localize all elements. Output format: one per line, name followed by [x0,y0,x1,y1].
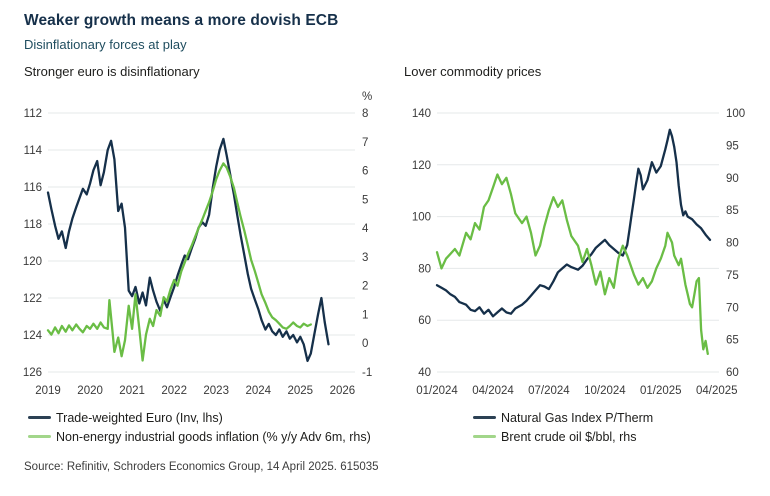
euro-chart-title: Stronger euro is disinflationary [24,64,200,79]
figure-subtitle: Disinflationary forces at play [24,37,187,52]
svg-text:140: 140 [412,108,431,120]
commodity-chart-title: Lover commodity prices [404,64,542,79]
svg-text:2019: 2019 [35,385,61,397]
svg-text:-1: -1 [362,367,372,379]
goods-inflation-line-swatch [28,435,51,438]
svg-text:0: 0 [362,338,368,350]
svg-text:5: 5 [362,194,368,206]
svg-text:114: 114 [24,145,43,157]
natural-gas-legend-label: Natural Gas Index P/Therm [501,410,654,425]
svg-text:80: 80 [418,263,431,275]
svg-text:2026: 2026 [330,385,356,397]
svg-text:122: 122 [23,293,42,305]
svg-text:75: 75 [726,270,739,282]
svg-text:112: 112 [24,108,42,120]
svg-text:126: 126 [23,367,42,379]
svg-text:85: 85 [726,205,739,217]
svg-text:60: 60 [726,367,739,379]
svg-text:%: % [362,91,372,103]
euro-legend-label: Trade-weighted Euro (Inv, lhs) [56,410,223,425]
euro-chart-panel: Stronger euro is disinflationary 112 114 1… [0,62,385,408]
legend-item-euro: Trade-weighted Euro (Inv, lhs) [28,408,371,427]
brent-legend-label: Brent crude oil $/bbl, rhs [501,429,637,444]
euro-line-swatch [28,416,51,419]
svg-text:2023: 2023 [203,385,229,397]
svg-text:65: 65 [726,335,739,347]
legend-item-goods-inflation: Non-energy industrial goods inflation (%… [28,427,371,446]
svg-text:70: 70 [726,302,739,314]
commodity-chart-panel: Lover commodity prices 140 120 100 80 60 40 10… [385,62,770,408]
svg-text:04/2025: 04/2025 [696,385,738,397]
figure-title: Weaker growth means a more dovish ECB [24,12,339,29]
source-note: Source: Refinitiv, Schroders Economics G… [24,461,379,473]
svg-text:04/2024: 04/2024 [472,385,514,397]
svg-text:100: 100 [726,108,745,120]
brent-line-swatch [473,435,496,438]
svg-text:80: 80 [726,238,739,250]
commodity-chart-plot: 140 120 100 80 60 40 100 95 90 85 80 75 70 65 60 01/202… [412,108,745,397]
svg-text:2022: 2022 [161,385,187,397]
svg-text:07/2024: 07/2024 [528,385,570,397]
euro-chart-legend: Trade-weighted Euro (Inv, lhs) Non-energ… [28,408,371,446]
svg-text:01/2025: 01/2025 [640,385,682,397]
svg-text:8: 8 [362,108,368,120]
svg-text:120: 120 [23,256,42,268]
legend-item-brent: Brent crude oil $/bbl, rhs [473,427,653,446]
commodity-chart-legend: Natural Gas Index P/Therm Brent crude oi… [473,408,653,446]
svg-text:124: 124 [23,330,43,342]
svg-text:2020: 2020 [77,385,103,397]
svg-text:2: 2 [362,281,368,293]
svg-text:7: 7 [362,137,368,149]
svg-text:2025: 2025 [288,385,314,397]
svg-text:60: 60 [418,315,431,327]
svg-text:100: 100 [412,212,431,224]
svg-text:116: 116 [24,182,42,194]
svg-text:90: 90 [726,173,739,185]
svg-text:4: 4 [362,223,369,235]
svg-text:95: 95 [726,140,739,152]
svg-text:118: 118 [24,219,42,231]
svg-text:1: 1 [362,309,368,321]
goods-inflation-legend-label: Non-energy industrial goods inflation (%… [56,429,371,444]
charts-row: Stronger euro is disinflationary 112 114 1… [0,62,770,408]
legend-item-natural-gas: Natural Gas Index P/Therm [473,408,653,427]
svg-text:2021: 2021 [119,385,145,397]
svg-text:6: 6 [362,166,368,178]
natural-gas-line-swatch [473,416,496,419]
svg-text:01/2024: 01/2024 [416,385,458,397]
svg-text:120: 120 [412,160,431,172]
euro-chart-plot: 112 114 116 118 120 122 124 126 8 7 6 5 4 3 2 1 0 -1% 2019… [23,91,372,397]
svg-text:10/2024: 10/2024 [584,385,626,397]
svg-text:2024: 2024 [246,385,272,397]
svg-text:40: 40 [418,367,431,379]
svg-text:3: 3 [362,252,368,264]
